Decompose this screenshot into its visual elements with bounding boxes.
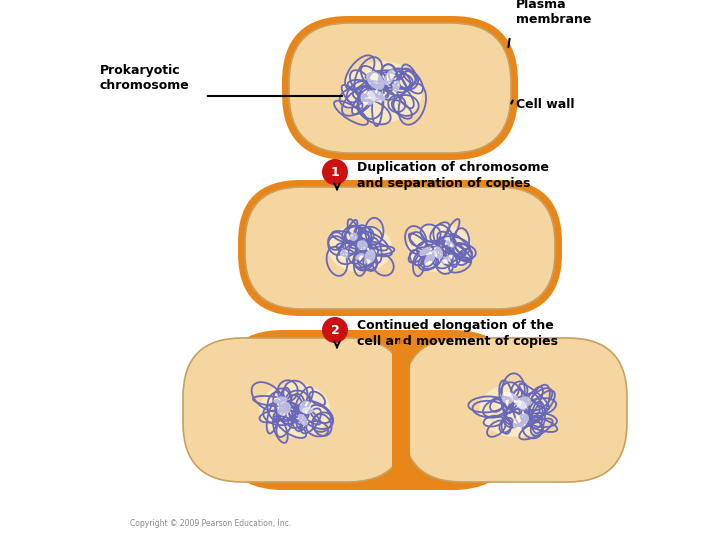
Text: Prokaryotic
chromosome: Prokaryotic chromosome <box>100 64 190 92</box>
Text: Duplication of chromosome: Duplication of chromosome <box>357 161 549 174</box>
Ellipse shape <box>367 90 385 102</box>
Ellipse shape <box>361 90 376 105</box>
Circle shape <box>322 317 348 343</box>
FancyBboxPatch shape <box>400 338 402 482</box>
FancyBboxPatch shape <box>289 23 511 153</box>
Text: 2: 2 <box>330 325 339 338</box>
Text: and separation of copies: and separation of copies <box>357 178 531 191</box>
FancyBboxPatch shape <box>282 16 518 160</box>
Ellipse shape <box>349 233 358 241</box>
Ellipse shape <box>366 71 384 90</box>
Ellipse shape <box>357 240 368 250</box>
FancyBboxPatch shape <box>403 338 627 482</box>
FancyBboxPatch shape <box>245 187 555 309</box>
Ellipse shape <box>513 413 529 429</box>
Ellipse shape <box>419 247 432 256</box>
Ellipse shape <box>446 240 454 248</box>
Ellipse shape <box>480 383 551 437</box>
Ellipse shape <box>297 414 308 426</box>
FancyBboxPatch shape <box>218 330 518 490</box>
Ellipse shape <box>518 400 526 410</box>
FancyBboxPatch shape <box>183 338 407 482</box>
Ellipse shape <box>364 249 376 264</box>
Ellipse shape <box>355 253 364 260</box>
Text: Plasma
membrane: Plasma membrane <box>516 0 591 26</box>
Ellipse shape <box>440 254 454 265</box>
Ellipse shape <box>340 249 348 259</box>
Ellipse shape <box>274 396 288 404</box>
Ellipse shape <box>424 250 436 266</box>
Ellipse shape <box>510 393 521 406</box>
Ellipse shape <box>501 392 513 404</box>
Ellipse shape <box>259 383 330 437</box>
Ellipse shape <box>384 69 395 85</box>
FancyBboxPatch shape <box>392 344 410 476</box>
Ellipse shape <box>408 224 472 272</box>
Ellipse shape <box>392 80 400 93</box>
Ellipse shape <box>341 62 423 123</box>
Text: cell and movement of copies: cell and movement of copies <box>357 335 558 348</box>
Circle shape <box>322 159 348 185</box>
Ellipse shape <box>277 402 291 416</box>
Ellipse shape <box>302 407 313 414</box>
Text: Cell wall: Cell wall <box>516 98 575 111</box>
Ellipse shape <box>433 246 443 259</box>
Ellipse shape <box>300 401 311 413</box>
FancyBboxPatch shape <box>238 180 562 316</box>
Text: 1: 1 <box>330 166 339 179</box>
Ellipse shape <box>516 396 531 409</box>
Ellipse shape <box>328 224 392 272</box>
Text: Continued elongation of the: Continued elongation of the <box>357 320 554 333</box>
Text: Copyright © 2009 Pearson Education, Inc.: Copyright © 2009 Pearson Education, Inc. <box>130 519 291 528</box>
